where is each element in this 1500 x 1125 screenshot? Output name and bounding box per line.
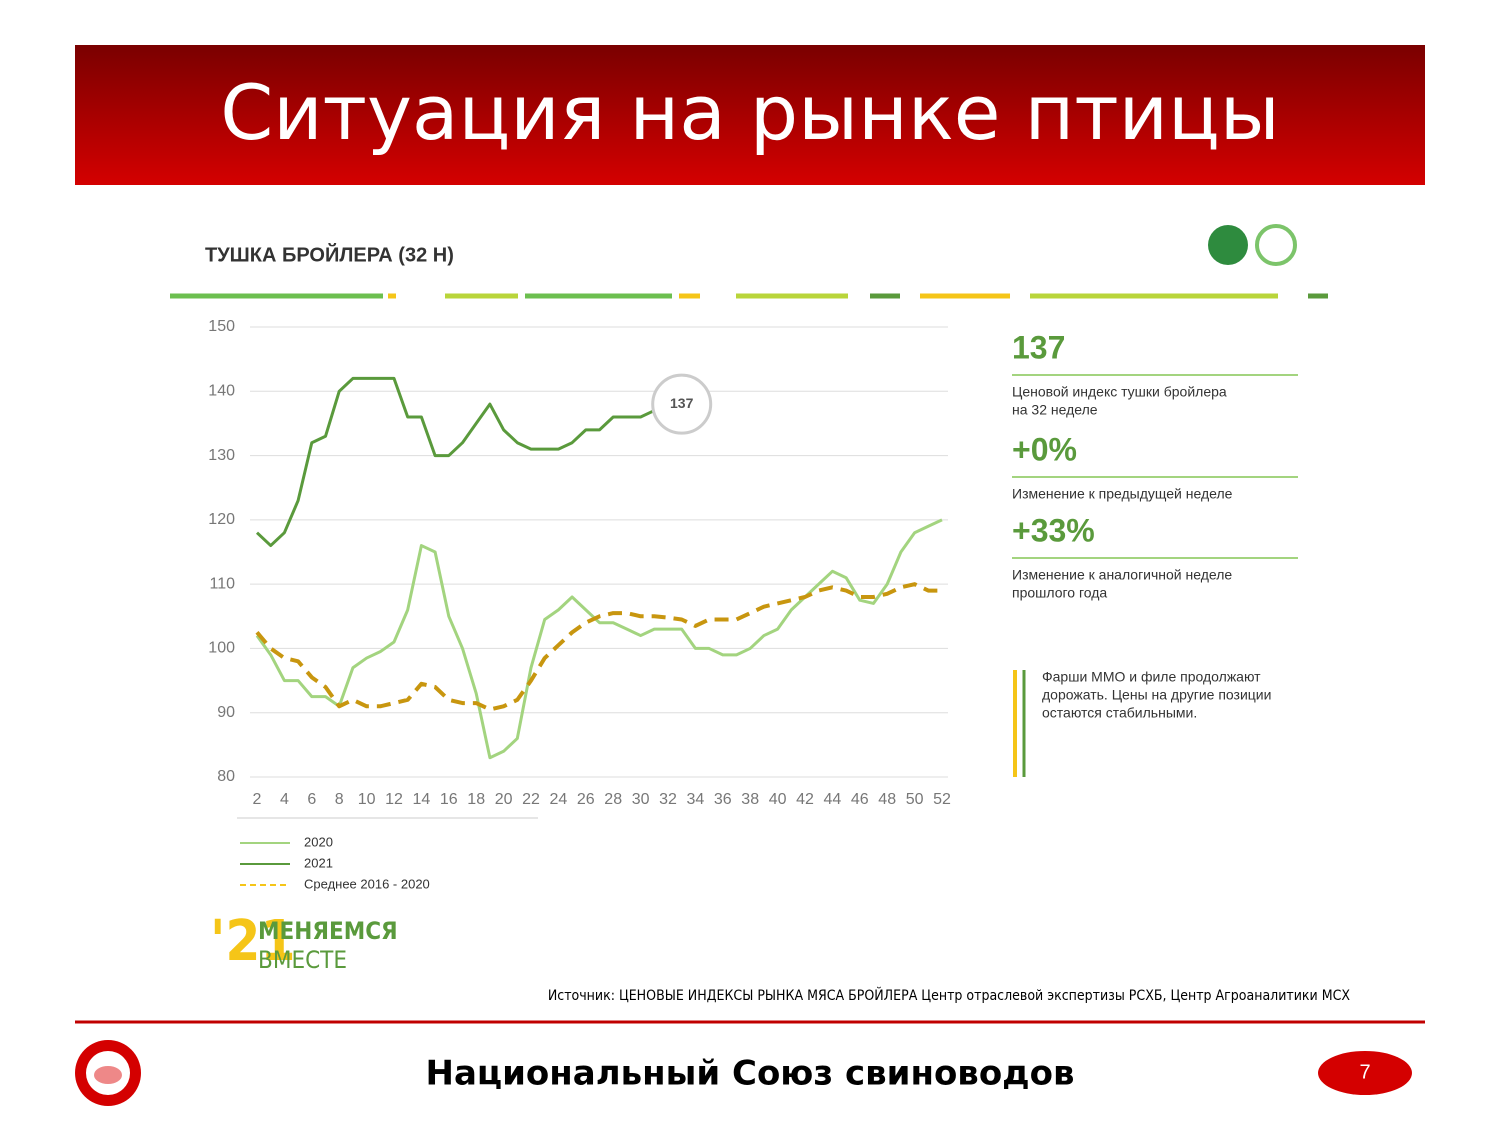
legend-label: 2021 [304, 855, 333, 870]
series-line [255, 518, 943, 760]
x-tick-label: 50 [906, 791, 924, 808]
source: Источник: ЦЕНОВЫЕ ИНДЕКСЫ РЫНКА МЯСА БРО… [548, 986, 1351, 1004]
x-tick-label: 32 [659, 791, 677, 808]
series-line [255, 376, 655, 548]
note-text: остаются стабильными. [1042, 705, 1197, 721]
x-tick-label: 20 [495, 791, 513, 808]
legend: 2020 2021 Среднее 2016 - 2020 [240, 834, 430, 891]
stat-value: +0% [1012, 431, 1077, 467]
annotation-label: 137 [670, 395, 694, 411]
y-tick-label: 140 [208, 383, 235, 400]
x-tick-label: 40 [769, 791, 787, 808]
logo-line: ВМЕСТЕ [258, 946, 347, 974]
stat-text: Ценовой индекс тушки бройлера [1012, 384, 1227, 400]
logo: '21 МЕНЯЕМСЯ ВМЕСТЕ [210, 909, 398, 974]
x-tick-label: 46 [851, 791, 869, 808]
logo-line: МЕНЯЕМСЯ [258, 917, 398, 945]
legend-label: 2020 [304, 834, 333, 849]
stat-text: Изменение к предыдущей неделе [1012, 486, 1233, 502]
stat-text: Изменение к аналогичной неделе [1012, 567, 1232, 583]
x-tick-label: 26 [577, 791, 595, 808]
y-tick-label: 150 [208, 318, 235, 335]
x-tick-label: 12 [385, 791, 403, 808]
x-tick-label: 4 [280, 791, 289, 808]
x-tick-label: 52 [933, 791, 951, 808]
x-tick-label: 30 [632, 791, 650, 808]
banner [75, 45, 1425, 185]
x-tick-label: 34 [687, 791, 705, 808]
series-line [255, 582, 942, 712]
y-tick-label: 80 [217, 768, 235, 785]
partner-logos [1208, 224, 1297, 266]
slide-title: Ситуация на рынке птицы [220, 68, 1280, 157]
x-tick-label: 48 [878, 791, 896, 808]
note-text: дорожать. Цены на другие позиции [1042, 687, 1271, 703]
x-tick-label: 6 [307, 791, 316, 808]
x-tick-label: 42 [796, 791, 814, 808]
x-tick-label: 18 [467, 791, 485, 808]
stat-text: прошлого года [1012, 585, 1107, 601]
x-tick-label: 24 [550, 791, 568, 808]
stat-text: на 32 неделе [1012, 402, 1098, 418]
side-panel: 137 Ценовой индекс тушки бройлера на 32 не… [1012, 329, 1298, 777]
x-tick-label: 8 [335, 791, 344, 808]
x-tick-label: 2 [253, 791, 262, 808]
x-tick-label: 22 [522, 791, 540, 808]
x-tick-label: 16 [440, 791, 458, 808]
x-tick-label: 44 [824, 791, 842, 808]
page-number: 7 [1359, 1061, 1370, 1083]
stat-value: 137 [1012, 329, 1065, 365]
y-tick-label: 120 [208, 511, 235, 528]
page-badge [1318, 1051, 1412, 1095]
stat-value: +33% [1012, 512, 1095, 548]
x-tick-label: 38 [741, 791, 759, 808]
logo-year: '21 [210, 909, 296, 974]
legend-label: Среднее 2016 - 2020 [304, 876, 430, 891]
chart-title: ТУШКА БРОЙЛЕРА (32 Н) [205, 242, 454, 266]
note-text: Фарши ММО и филе продолжают [1042, 669, 1261, 685]
annotation-circle [651, 373, 713, 435]
y-tick-label: 130 [208, 447, 235, 464]
y-tick-label: 90 [217, 704, 235, 721]
y-tick-label: 100 [208, 640, 235, 657]
y-tick-label: 110 [209, 575, 235, 592]
footer-org: Национальный Союз свиноводов [425, 1054, 1074, 1094]
org-emblem [75, 1040, 141, 1106]
x-tick-label: 14 [413, 791, 431, 808]
x-tick-label: 28 [604, 791, 622, 808]
x-tick-label: 36 [714, 791, 732, 808]
x-tick-label: 10 [358, 791, 376, 808]
